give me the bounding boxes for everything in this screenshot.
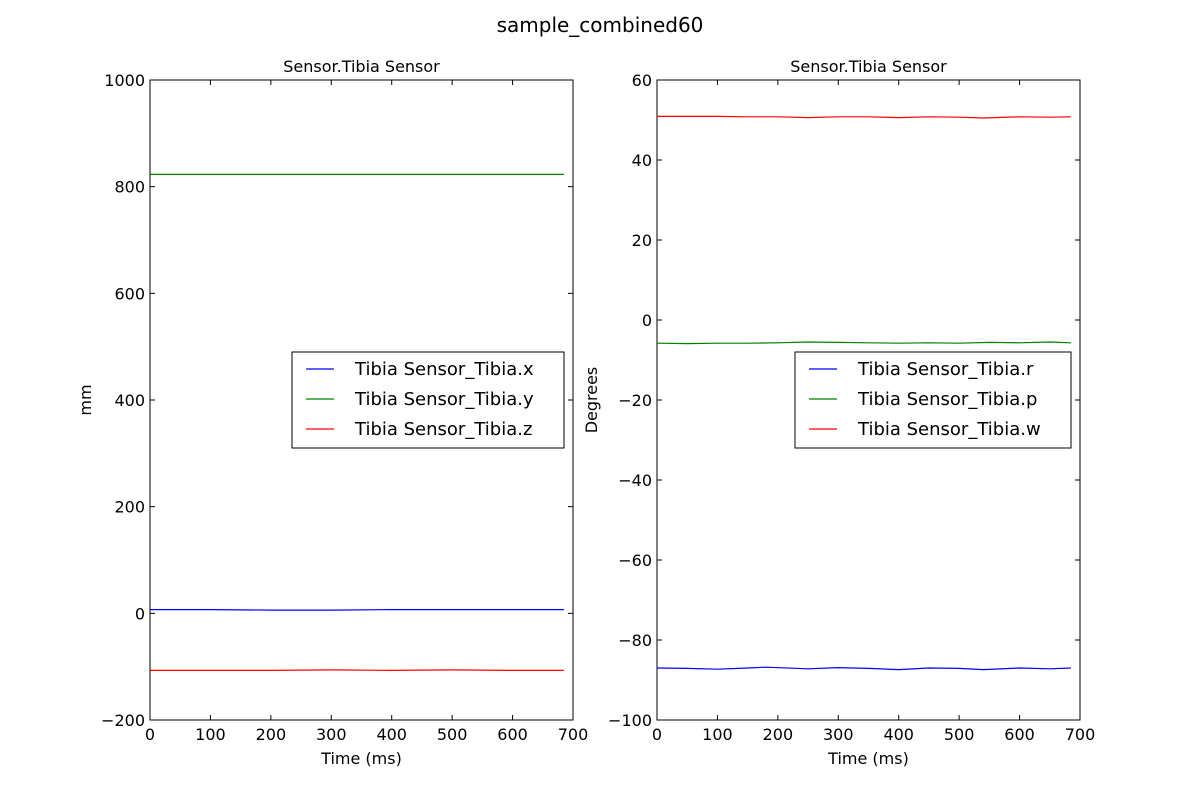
x-tick-label: 700 [1065,725,1096,744]
legend-entry: Tibia Sensor_Tibia.z [354,419,532,440]
y-tick-label: 800 [114,178,145,197]
x-axis-label-1: Time (ms) [320,749,402,768]
x-tick-label: 200 [763,725,794,744]
y-tick-label: −100 [608,711,652,730]
legend-entry: Tibia Sensor_Tibia.x [354,359,534,380]
y-tick-label: −200 [101,711,145,730]
series-line-x [150,608,564,611]
y-tick-label: −60 [618,551,652,570]
subplot-title-1: Sensor.Tibia Sensor [283,57,440,76]
series-line-z [150,669,564,672]
x-tick-label: 300 [316,725,347,744]
y-tick-label: 1000 [104,71,145,90]
y-axis-label-1: mm [76,384,95,415]
x-tick-label: 100 [195,725,226,744]
x-tick-label: 100 [702,725,733,744]
legend-entry: Tibia Sensor_Tibia.r [857,359,1034,380]
y-tick-label: 400 [114,391,145,410]
x-tick-label: 700 [558,725,589,744]
subplot-title-2: Sensor.Tibia Sensor [790,57,947,76]
figure-suptitle: sample_combined60 [497,13,704,37]
series-line-r [656,666,1071,671]
y-tick-label: 200 [114,498,145,517]
x-tick-label: 0 [652,725,662,744]
y-tick-label: −40 [618,471,652,490]
series-line-w [657,115,1071,119]
series-line-p [656,341,1071,345]
legend-entry: Tibia Sensor_Tibia.p [857,389,1037,410]
x-tick-label: 300 [823,725,854,744]
x-tick-label: 500 [437,725,468,744]
x-axis-label-2: Time (ms) [827,749,909,768]
x-tick-label: 400 [883,725,914,744]
x-tick-label: 0 [145,725,155,744]
x-tick-label: 200 [256,725,287,744]
y-tick-label: 60 [632,71,652,90]
x-tick-label: 600 [497,725,528,744]
y-tick-label: 0 [135,604,145,623]
y-tick-label: −80 [618,631,652,650]
legend-entry: Tibia Sensor_Tibia.w [857,419,1041,440]
legend-entry: Tibia Sensor_Tibia.y [354,389,534,410]
y-tick-label: −20 [618,391,652,410]
x-tick-label: 600 [1004,725,1035,744]
y-tick-label: 0 [642,311,652,330]
legend-box-2 [794,351,1072,449]
y-tick-label: 600 [114,284,145,303]
x-tick-label: 400 [376,725,407,744]
y-axis-label-2: Degrees [582,367,601,434]
x-tick-label: 500 [944,725,975,744]
y-tick-label: 20 [632,231,652,250]
legend-box-1 [291,351,565,449]
y-tick-label: 40 [632,151,652,170]
